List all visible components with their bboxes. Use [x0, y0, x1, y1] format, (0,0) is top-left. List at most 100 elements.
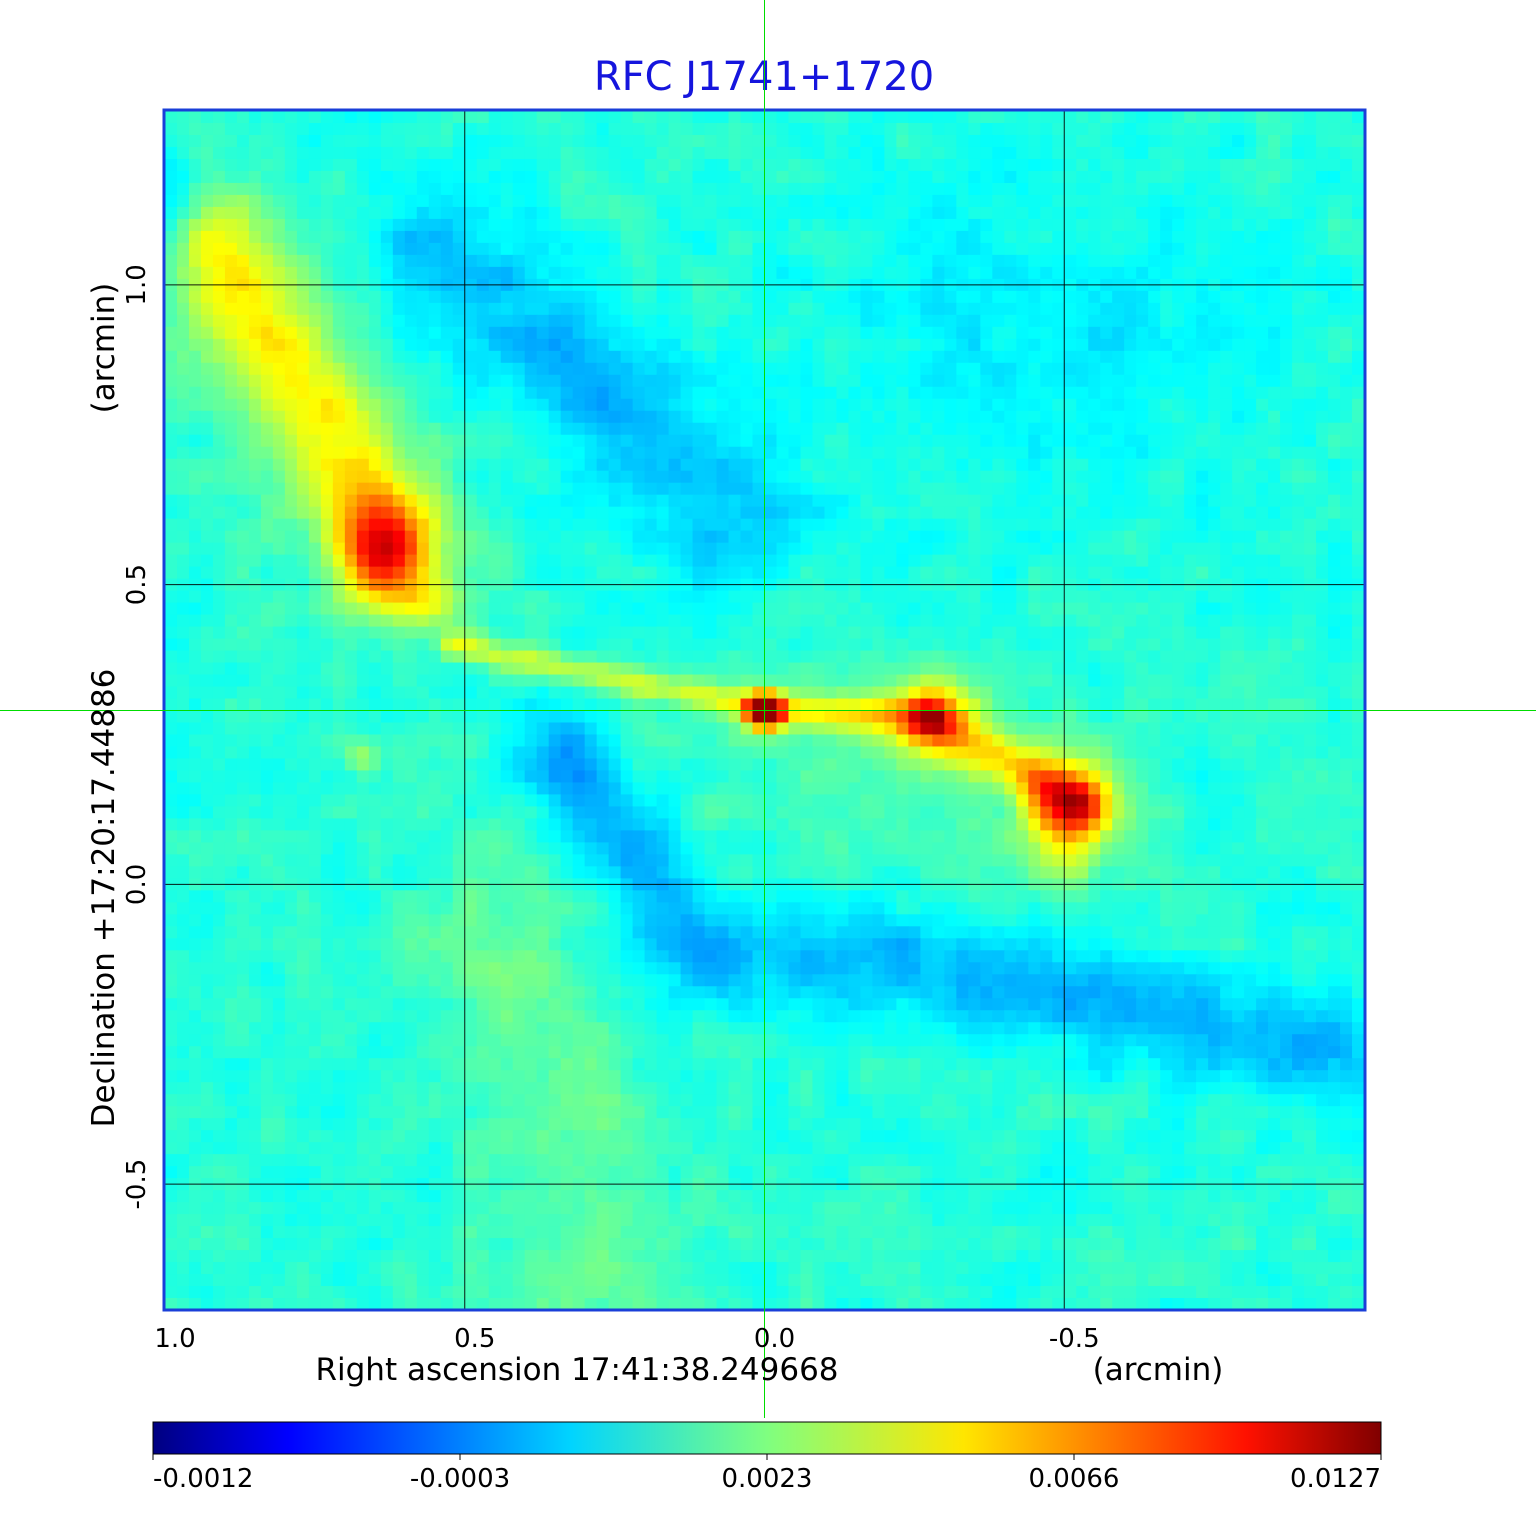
map-cell	[608, 182, 622, 196]
map-cell	[992, 242, 1005, 256]
map-cell	[1196, 422, 1209, 436]
map-cell	[908, 206, 921, 220]
map-cell	[812, 590, 826, 604]
map-cell	[728, 170, 742, 184]
map-cell	[560, 590, 574, 604]
map-cell	[165, 542, 178, 556]
map-cell	[512, 194, 526, 208]
map-cell	[1136, 698, 1149, 712]
map-cell	[728, 314, 742, 328]
map-cell	[356, 470, 370, 484]
map-cell	[848, 290, 862, 304]
map-cell	[200, 458, 214, 472]
map-cell	[1064, 374, 1077, 388]
map-cell	[1124, 266, 1137, 280]
map-cell	[1100, 326, 1113, 340]
map-cell	[1004, 302, 1017, 316]
map-cell	[536, 206, 550, 220]
map-cell	[1256, 350, 1269, 364]
map-cell	[224, 470, 238, 484]
map-cell	[548, 446, 562, 460]
map-cell	[236, 134, 250, 148]
map-cell	[584, 482, 598, 496]
map-cell	[968, 386, 981, 400]
map-cell	[452, 554, 466, 568]
map-cell	[860, 506, 874, 520]
map-cell	[1028, 111, 1041, 124]
map-cell	[920, 206, 933, 220]
map-cell	[668, 134, 682, 148]
map-cell	[176, 326, 190, 340]
map-cell	[776, 590, 790, 604]
map-cell	[488, 446, 502, 460]
map-cell	[884, 602, 897, 616]
map-cell	[488, 266, 502, 280]
map-cell	[584, 410, 598, 424]
map-cell	[1316, 446, 1329, 460]
map-cell	[440, 494, 454, 508]
map-cell	[1028, 410, 1041, 424]
map-cell	[392, 638, 406, 652]
map-cell	[1148, 614, 1161, 628]
map-cell	[884, 482, 897, 496]
map-cell	[704, 170, 718, 184]
map-cell	[1184, 662, 1197, 676]
map-cell	[1292, 194, 1305, 208]
map-cell	[956, 590, 969, 604]
map-cell	[1100, 266, 1113, 280]
map-cell	[860, 434, 874, 448]
map-cell	[440, 194, 454, 208]
map-cell	[632, 242, 646, 256]
map-cell	[812, 302, 826, 316]
map-cell	[632, 446, 646, 460]
map-cell	[1148, 194, 1161, 208]
map-cell	[1064, 302, 1077, 316]
map-cell	[704, 530, 718, 544]
map-cell	[764, 602, 778, 616]
map-cell	[680, 458, 694, 472]
map-cell	[764, 518, 778, 532]
map-cell	[908, 554, 921, 568]
map-cell	[692, 374, 706, 388]
map-cell	[1136, 686, 1149, 700]
map-cell	[716, 434, 730, 448]
map-cell	[1064, 626, 1077, 640]
map-cell	[1004, 338, 1017, 352]
map-cell	[788, 374, 802, 388]
map-cell	[452, 506, 466, 520]
map-cell	[1016, 422, 1029, 436]
map-cell	[1316, 290, 1329, 304]
map-cell	[680, 122, 694, 136]
map-cell	[740, 326, 754, 340]
map-cell	[488, 650, 502, 664]
map-cell	[1028, 554, 1041, 568]
map-cell	[200, 674, 214, 688]
map-cell	[728, 542, 742, 556]
map-cell	[992, 446, 1005, 460]
map-cell	[740, 122, 754, 136]
map-cell	[992, 134, 1005, 148]
map-cell	[356, 458, 370, 472]
map-cell	[704, 470, 718, 484]
map-cell	[908, 146, 921, 160]
map-cell	[1316, 242, 1329, 256]
map-cell	[440, 158, 454, 172]
map-cell	[500, 422, 514, 436]
map-cell	[716, 590, 730, 604]
map-cell	[1064, 458, 1077, 472]
map-cell	[1148, 362, 1161, 376]
map-cell	[1052, 422, 1065, 436]
map-cell	[1112, 434, 1125, 448]
map-cell	[992, 542, 1005, 556]
map-cell	[1052, 350, 1065, 364]
map-cell	[644, 482, 658, 496]
map-cell	[356, 302, 370, 316]
map-cell	[884, 230, 897, 244]
map-cell	[848, 518, 862, 532]
map-cell	[1112, 590, 1125, 604]
map-cell	[1352, 602, 1364, 616]
map-cell	[464, 314, 478, 328]
map-cell	[824, 446, 838, 460]
map-cell	[836, 254, 850, 268]
map-cell	[440, 614, 454, 628]
